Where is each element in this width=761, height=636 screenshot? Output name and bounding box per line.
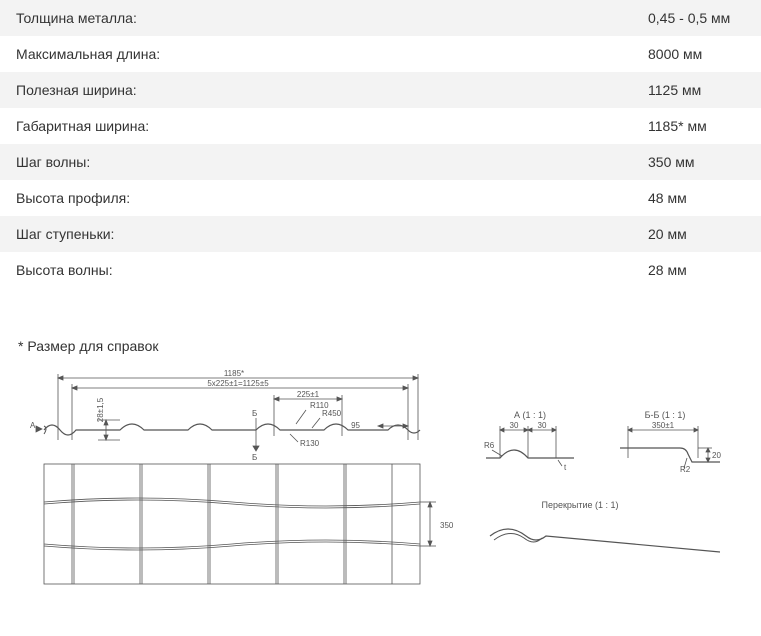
- detail-overlap-title: Перекрытие (1 : 1): [541, 500, 618, 510]
- dim-b-350: 350±1: [652, 421, 675, 430]
- spec-label: Шаг ступеньки:: [0, 216, 640, 252]
- dim-b-20: 20: [712, 451, 721, 460]
- section-mark-b2: Б: [252, 453, 257, 462]
- spec-value: 8000 мм: [640, 36, 761, 72]
- dim-formula: 5x225±1=1125±5: [207, 379, 269, 388]
- table-row: Высота волны: 28 мм: [0, 252, 761, 288]
- table-row: Полезная ширина: 1125 мм: [0, 72, 761, 108]
- specifications-table: Толщина металла: 0,45 - 0,5 мм Максималь…: [0, 0, 761, 288]
- spec-value: 1185* мм: [640, 108, 761, 144]
- detail-a-title: А (1 : 1): [514, 410, 546, 420]
- dim-a-t: t: [564, 463, 567, 472]
- spec-label: Полезная ширина:: [0, 72, 640, 108]
- spec-label: Высота профиля:: [0, 180, 640, 216]
- detail-b-title: Б-Б (1 : 1): [645, 410, 686, 420]
- table-row: Высота профиля: 48 мм: [0, 180, 761, 216]
- footnote: * Размер для справок: [18, 338, 761, 354]
- spec-value: 20 мм: [640, 216, 761, 252]
- technical-diagram: 1185* 5x225±1=1125±5 225±1 R110 R450 R13…: [10, 368, 751, 598]
- table-row: Шаг ступеньки: 20 мм: [0, 216, 761, 252]
- spec-label: Максимальная длина:: [0, 36, 640, 72]
- spec-label: Шаг волны:: [0, 144, 640, 180]
- spec-label: Габаритная ширина:: [0, 108, 640, 144]
- dim-overall: 1185*: [224, 369, 244, 378]
- table-row: Габаритная ширина: 1185* мм: [0, 108, 761, 144]
- spec-value: 0,45 - 0,5 мм: [640, 0, 761, 36]
- table-row: Шаг волны: 350 мм: [0, 144, 761, 180]
- section-mark-a: А: [30, 421, 36, 430]
- dim-end: 95: [351, 421, 360, 430]
- dim-height: 28±1,5: [96, 397, 105, 422]
- dim-a-30a: 30: [510, 421, 519, 430]
- spec-label: Толщина металла:: [0, 0, 640, 36]
- dim-a-r6: R6: [484, 441, 495, 450]
- spec-label: Высота волны:: [0, 252, 640, 288]
- spec-value: 350 мм: [640, 144, 761, 180]
- dim-r450: R450: [322, 409, 342, 418]
- dim-wave: 225±1: [297, 390, 320, 399]
- spec-value: 28 мм: [640, 252, 761, 288]
- dim-r130: R130: [300, 439, 320, 448]
- spec-value: 1125 мм: [640, 72, 761, 108]
- spec-tbody: Толщина металла: 0,45 - 0,5 мм Максималь…: [0, 0, 761, 288]
- table-row: Максимальная длина: 8000 мм: [0, 36, 761, 72]
- section-mark-b1: Б: [252, 409, 257, 418]
- dim-pitch: 350: [440, 521, 454, 530]
- table-row: Толщина металла: 0,45 - 0,5 мм: [0, 0, 761, 36]
- dim-b-r2: R2: [680, 465, 691, 474]
- diagram-svg: 1185* 5x225±1=1125±5 225±1 R110 R450 R13…: [10, 368, 750, 598]
- spec-value: 48 мм: [640, 180, 761, 216]
- dim-a-30b: 30: [538, 421, 547, 430]
